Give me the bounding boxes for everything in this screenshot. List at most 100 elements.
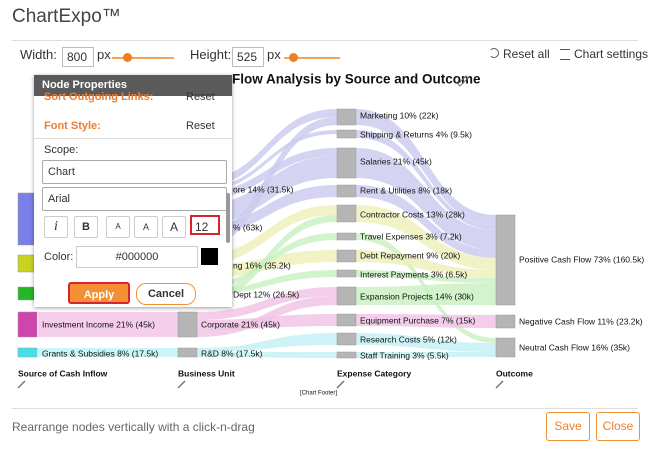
node-label: Travel Expenses 3% (7.2k) — [360, 231, 462, 241]
node — [495, 337, 516, 358]
node — [177, 347, 198, 358]
flow-link — [38, 348, 178, 357]
flow-link — [356, 205, 496, 270]
color-input[interactable]: #000000 — [76, 246, 198, 268]
edit-icon[interactable] — [457, 75, 469, 87]
font-style-label[interactable]: Font Style: — [44, 120, 101, 132]
node — [495, 314, 516, 329]
flow-link — [197, 296, 337, 337]
close-button[interactable]: Close — [596, 412, 640, 441]
flow-link — [197, 148, 337, 200]
width-knob[interactable] — [123, 53, 132, 62]
flow-link — [197, 185, 337, 235]
bold-button[interactable]: B — [74, 216, 98, 238]
height-slider[interactable] — [284, 57, 340, 59]
flow-link — [356, 148, 496, 250]
panel-title: Node Properties — [34, 75, 232, 96]
font-medium-button[interactable]: A — [134, 216, 158, 238]
reset-icon — [489, 48, 499, 58]
node-label: Shipping & Returns 4% (9.5k) — [360, 129, 472, 139]
node-label: Rent & Utilities 8% (18k) — [360, 185, 452, 195]
font-large-button[interactable]: A — [162, 216, 186, 238]
font-reset[interactable]: Reset — [186, 120, 215, 132]
node-label: Contractor Costs 13% (28k) — [360, 209, 465, 219]
node-label: Interest Payments 3% (6.5k) — [360, 269, 467, 279]
node — [336, 269, 357, 278]
height-label: Height: — [190, 47, 232, 62]
node-label: Expansion Projects 14% (30k) — [360, 291, 474, 301]
node-label: ng 16% (35.2k) — [233, 260, 291, 270]
app-title: ChartExpo™ — [12, 6, 121, 27]
node-label: Salaries 21% (45k) — [360, 156, 432, 166]
divider — [12, 408, 638, 409]
flow-link — [356, 130, 496, 230]
font-small-button[interactable]: A — [106, 216, 130, 238]
width-input[interactable]: 800 — [62, 47, 94, 67]
divider — [34, 138, 232, 139]
sort-label[interactable]: Sort Outgoing Links: — [44, 91, 154, 103]
flow-link — [197, 352, 337, 358]
node — [336, 147, 357, 179]
edit-icon — [177, 380, 186, 389]
flow-link — [197, 287, 337, 320]
flow-link — [356, 333, 496, 352]
flow-link — [197, 215, 337, 303]
cancel-button[interactable]: Cancel — [136, 283, 196, 305]
divider — [12, 40, 638, 41]
column-label: Outcome — [496, 368, 533, 378]
reset-all[interactable]: Reset all — [503, 47, 550, 61]
node — [17, 311, 38, 338]
node — [336, 184, 357, 198]
flow-link — [356, 185, 496, 258]
node-label: R&D 8% (17.5k) — [201, 348, 263, 358]
node — [336, 204, 357, 223]
apply-button[interactable]: Apply — [68, 282, 130, 304]
node-label: Negative Cash Flow 11% (23.2k) — [519, 316, 643, 326]
chart-footer: [Chart Footer] — [300, 391, 337, 397]
height-unit: px — [267, 47, 281, 62]
flow-link — [197, 205, 337, 265]
node — [336, 232, 357, 241]
node — [336, 313, 357, 327]
flow-link — [356, 250, 496, 278]
node — [336, 108, 357, 126]
flow-link — [356, 109, 496, 225]
node-label: Research Costs 5% (12k) — [360, 334, 457, 344]
chart-settings[interactable]: Chart settings — [574, 47, 649, 61]
node-properties-panel: Node Properties Sort Outgoing Links: Res… — [34, 75, 232, 307]
sort-reset[interactable]: Reset — [186, 91, 215, 103]
node — [336, 286, 357, 306]
flow-link — [197, 130, 337, 192]
scrollbar[interactable] — [226, 193, 230, 243]
flow-link — [197, 117, 337, 250]
node-label: Neutral Cash Flow 16% (35k) — [519, 342, 630, 352]
node-label: Staff Training 3% (5.5k) — [360, 350, 449, 360]
color-swatch[interactable] — [201, 248, 218, 265]
flow-link — [356, 314, 496, 328]
edit-icon — [17, 380, 26, 389]
width-slider[interactable] — [112, 57, 174, 59]
node — [495, 214, 516, 306]
node — [336, 332, 357, 346]
edit-icon — [495, 380, 504, 389]
node — [336, 129, 357, 139]
node-label: Investment Income 21% (45k) — [42, 319, 155, 329]
width-unit: px — [97, 47, 111, 62]
chart-title: Flow Analysis by Source and Outcome — [232, 72, 481, 87]
scope-select[interactable]: Chart — [42, 160, 227, 184]
font-select[interactable]: Arial — [42, 187, 227, 211]
node-label: Grants & Subsidies 8% (17.5k) — [42, 348, 158, 358]
flow-link — [197, 314, 337, 330]
height-input[interactable]: 525 — [232, 47, 264, 67]
flow-link — [197, 156, 337, 225]
node-label: Marketing 10% (22k) — [360, 110, 439, 120]
flow-link — [356, 352, 496, 358]
save-button[interactable]: Save — [546, 412, 590, 441]
column-label: Source of Cash Inflow — [18, 368, 108, 378]
italic-button[interactable]: i — [44, 216, 68, 238]
font-size-select[interactable]: 12 — [190, 215, 220, 235]
node-label: ore 14% (31.5k) — [233, 184, 294, 194]
height-knob[interactable] — [289, 53, 298, 62]
node-label: % (63k) — [233, 222, 262, 232]
node-label: Debt Repayment 9% (20k) — [360, 250, 460, 260]
